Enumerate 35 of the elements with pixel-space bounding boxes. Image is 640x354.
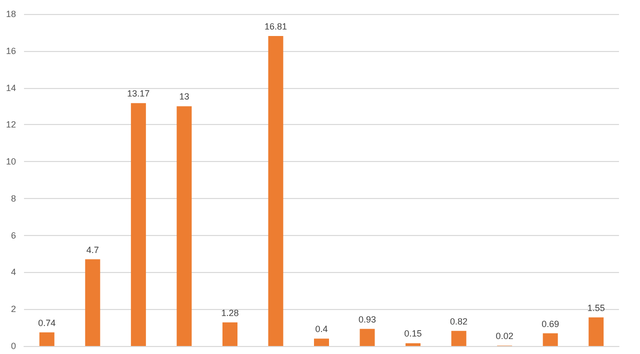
data-label: 0.15 (404, 328, 422, 339)
data-label: 1.28 (221, 308, 239, 318)
data-label: 0.82 (450, 316, 468, 326)
data-label: 1.55 (587, 302, 605, 313)
y-tick-label: 18 (6, 9, 16, 19)
y-tick-label: 12 (6, 120, 16, 130)
bar (130, 103, 146, 346)
y-tick-label: 16 (6, 46, 16, 56)
bar (222, 322, 238, 346)
data-label: 4.7 (86, 244, 99, 255)
y-tick-label: 8 (10, 193, 16, 204)
bar (268, 36, 284, 346)
data-label: 0.69 (542, 318, 560, 329)
data-label: 0.74 (38, 318, 56, 328)
bar (451, 330, 466, 346)
y-tick-label: 0 (10, 341, 16, 351)
bar (39, 332, 54, 346)
y-tick-label: 6 (10, 230, 16, 240)
bar (314, 338, 329, 346)
data-label: 0.93 (358, 314, 376, 324)
data-label: 16.81 (264, 21, 287, 32)
data-label: 0.4 (315, 324, 328, 334)
y-tick-label: 10 (6, 156, 16, 167)
bar (588, 317, 604, 346)
bar (542, 333, 558, 346)
data-label: 13 (179, 92, 190, 102)
y-tick-label: 4 (10, 267, 16, 278)
bar (176, 106, 192, 346)
bar (360, 328, 375, 346)
bar (406, 343, 421, 346)
bar (85, 259, 100, 346)
data-label: 0.02 (496, 331, 514, 342)
y-tick-label: 2 (10, 304, 16, 314)
data-label: 13.17 (127, 88, 150, 99)
y-tick-label: 14 (6, 82, 16, 93)
